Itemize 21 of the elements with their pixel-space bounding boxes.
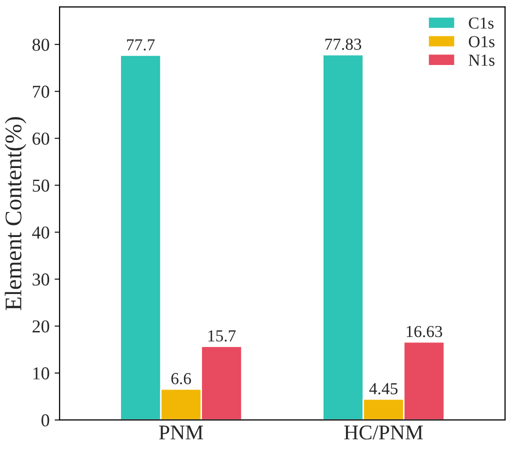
x-tick-label: HC/PNM [344, 426, 423, 440]
y-tick-label: 70 [32, 86, 50, 98]
data-label: 16.63 [406, 326, 442, 338]
legend-label: O1s [468, 36, 494, 48]
legend-label: N1s [468, 54, 494, 66]
y-tick-label: 50 [32, 180, 50, 192]
y-axis-title: Element Content(%) [4, 117, 26, 310]
y-tick-label: 20 [32, 320, 50, 333]
y-tick-label: 40 [32, 226, 50, 239]
data-label: 4.45 [369, 383, 398, 394]
y-tick-label: 30 [32, 273, 50, 286]
data-label: 77.7 [127, 39, 155, 51]
y-tick-label: 80 [32, 38, 50, 51]
data-label: 6.6 [171, 373, 191, 384]
data-label: 77.83 [325, 38, 362, 50]
y-tick-label: 10 [33, 367, 50, 380]
data-label: 15.7 [208, 330, 236, 342]
x-tick-label: PNM [159, 426, 204, 440]
y-tick-label: 60 [32, 132, 50, 145]
legend-label: C1s [468, 18, 494, 29]
y-tick-label: 0 [42, 414, 50, 426]
